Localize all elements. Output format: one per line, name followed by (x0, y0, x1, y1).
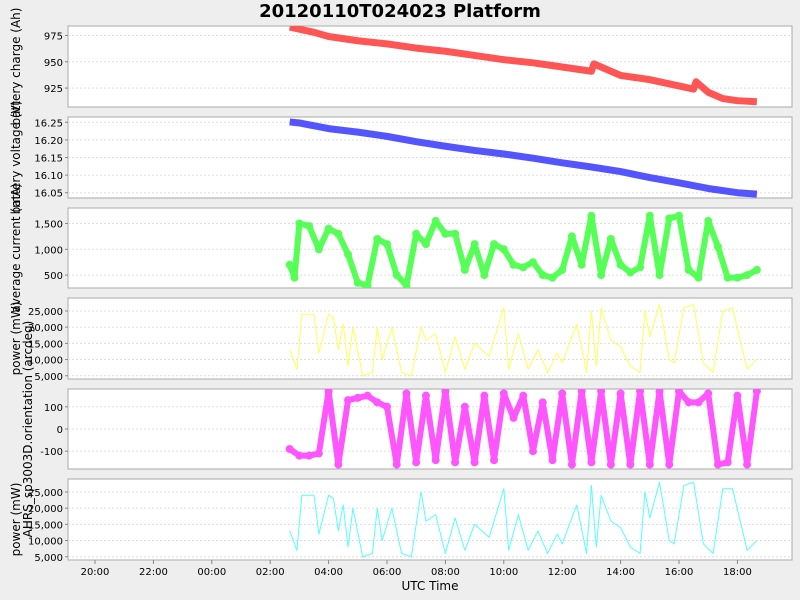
y-axis-label: AHRS_sp3003D.orientation (arcdeg) (21, 321, 35, 538)
series-power (289, 303, 758, 377)
panel-battery-charge: 925 950 975 battery charge (Ah) (9, 8, 793, 126)
y-tick-label: 16.05 (34, 189, 63, 200)
series-ahrs-power (289, 481, 758, 558)
y-axis-label: battery voltage (V) (9, 101, 23, 215)
y-tick-label: -100 (40, 447, 63, 458)
series-battery-charge (288, 26, 758, 106)
y-tick-label: 5,000 (34, 553, 63, 564)
x-axis-label: UTC Time (402, 579, 459, 593)
y-tick-label: 16.15 (34, 154, 63, 165)
panel-power: 5,000 10,000 15,000 20,000 25,000 power (mW) (9, 297, 793, 383)
x-tick-label: 06:00 (373, 567, 402, 578)
y-tick-label: 5,000 (34, 372, 63, 383)
y-tick-label: 975 (44, 31, 63, 42)
series-battery-voltage (289, 118, 758, 198)
y-tick-label: 1,000 (34, 245, 63, 256)
panel-battery-voltage: 16.05 16.10 16.15 16.20 16.25 battery voltage… (9, 101, 793, 215)
series-orientation (285, 389, 761, 469)
x-tick-label: 08:00 (431, 567, 460, 578)
y-tick-label: 10,000 (28, 537, 63, 548)
x-tick-label: 00:00 (197, 567, 226, 578)
series-average-current (285, 211, 761, 288)
y-tick-label: 100 (44, 403, 63, 414)
y-tick-label: 0 (57, 425, 63, 436)
y-tick-label: 10,000 (28, 356, 63, 367)
y-tick-label: 20,000 (28, 504, 63, 515)
x-tick-label: 18:00 (723, 567, 752, 578)
y-tick-label: 500 (44, 271, 63, 282)
y-tick-label: 1,500 (34, 219, 63, 230)
y-axis-label: power (mW) (9, 302, 23, 376)
x-tick-label: 02:00 (256, 567, 285, 578)
panel-ahrs-power: 5,000 10,000 15,000 20,000 25,000 power (mW) (9, 478, 793, 564)
x-tick-label: 14:00 (606, 567, 635, 578)
x-tick-label: 12:00 (548, 567, 577, 578)
y-tick-label: 16.20 (34, 136, 63, 147)
y-tick-label: 16.10 (34, 171, 63, 182)
x-axis: 20:00 22:00 00:00 02:00 04:00 06:00 08:00 10:00… (81, 560, 752, 593)
chart-title: 20120110T024023 Platform (259, 1, 541, 22)
y-axis-label: average current (mA) (9, 183, 23, 312)
y-tick-label: 25,000 (28, 307, 63, 318)
panel-average-current: 500 1,000 1,500 average current (mA) (9, 183, 793, 313)
panel-orientation: -100 0 100 AHRS_sp3003D.orientation (arcdeg… (21, 321, 793, 538)
y-axis-label: battery charge (Ah) (9, 8, 23, 126)
x-tick-label: 20:00 (81, 567, 110, 578)
y-tick-label: 16.25 (34, 118, 63, 129)
x-tick-label: 16:00 (665, 567, 694, 578)
y-tick-label: 25,000 (28, 488, 63, 499)
x-tick-label: 22:00 (139, 567, 168, 578)
y-tick-label: 15,000 (28, 520, 63, 531)
y-tick-label: 15,000 (28, 339, 63, 350)
x-tick-label: 10:00 (489, 567, 518, 578)
x-tick-label: 04:00 (314, 567, 343, 578)
y-tick-label: 925 (44, 84, 63, 95)
y-tick-label: 950 (44, 58, 63, 69)
y-tick-label: 20,000 (28, 323, 63, 334)
y-axis-label: power (mW) (9, 483, 23, 557)
